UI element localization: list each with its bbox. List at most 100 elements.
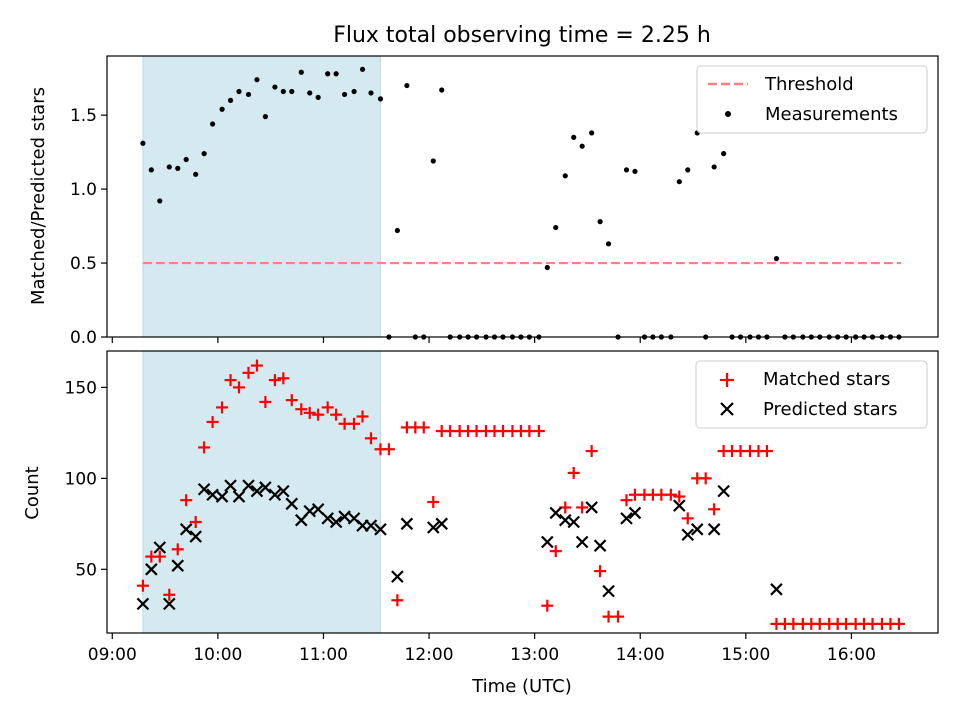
matched-star-point: [532, 425, 545, 438]
y-tick-label: 150: [65, 378, 97, 398]
x-axis-label: Time (UTC): [471, 676, 572, 697]
matched-star-point: [567, 466, 580, 479]
predicted-star-point: [435, 517, 449, 531]
matched-star-point: [585, 445, 598, 458]
predicted-star-point: [628, 506, 642, 520]
measurement-point: [404, 82, 410, 89]
measurement-point: [632, 168, 638, 174]
predicted-star-point: [549, 506, 563, 520]
matched-star-point: [180, 494, 193, 507]
measurement-point: [597, 219, 603, 225]
measurement-point: [368, 90, 374, 96]
matched-star-point: [163, 588, 176, 601]
top-x-axis-ticks: [111, 337, 853, 343]
predicted-legend-swatch: [720, 402, 734, 416]
bottom-x-axis-ticks: 09:00 10:00 11:00 12:00 13:00 14:00 15:00 16:00: [88, 633, 876, 665]
measurement-point: [254, 77, 260, 83]
predicted-star-point: [602, 584, 615, 598]
measurement-point: [280, 88, 286, 95]
matched-stars-series: [136, 359, 905, 630]
measurement-point: [236, 88, 242, 95]
measurement-point: [439, 87, 445, 93]
matched-star-point: [382, 443, 395, 456]
measurement-point: [209, 121, 216, 127]
matched-star-point: [224, 374, 237, 387]
measurement-point: [227, 97, 234, 103]
matched-star-point: [364, 432, 377, 445]
matched-star-point: [541, 599, 554, 612]
measurement-point: [676, 179, 682, 185]
matched-star-point: [620, 494, 633, 507]
chart-title: Flux total observing time = 2.25 h: [333, 23, 711, 48]
measurement-point: [262, 114, 268, 120]
matched-star-point: [285, 394, 298, 407]
matched-star-point: [171, 543, 184, 556]
measurement-point: [140, 140, 146, 146]
measurement-point: [544, 264, 550, 271]
predicted-star-point: [250, 484, 264, 498]
bottom-panel: 50 100 150 09:00 10:00 11:00 12:00 13:00 14:00 1…: [22, 350, 939, 697]
measurement-point: [394, 227, 400, 234]
measurement-point: [183, 156, 189, 163]
matched-star-point: [216, 401, 229, 414]
predicted-star-point: [717, 484, 730, 498]
predicted-star-point: [153, 541, 167, 554]
matched-star-point: [594, 565, 607, 578]
measurement-point: [201, 151, 207, 157]
predicted-star-point: [575, 535, 589, 549]
measurement-point: [341, 91, 348, 98]
predicted-star-point: [145, 563, 158, 576]
predicted-star-point: [391, 570, 404, 583]
top-y-axis-label: Matched/Predicted stars: [28, 87, 49, 305]
top-legend-frame: [696, 65, 928, 134]
matched-star-point: [612, 610, 625, 623]
predicted-star-point: [206, 488, 219, 502]
matched-star-point: [417, 421, 430, 434]
measurement-point: [351, 88, 357, 95]
measurement-point: [623, 167, 630, 173]
y-tick-label: 1.5: [70, 106, 97, 126]
predicted-star-point: [338, 510, 351, 523]
measurement-point: [553, 224, 559, 231]
predicted-star-point: [374, 523, 387, 536]
predicted-star-point: [259, 481, 272, 494]
predicted-star-point: [707, 523, 721, 536]
measurements-legend-swatch: [725, 111, 731, 117]
measurement-point: [166, 164, 172, 170]
predicted-star-point: [179, 523, 193, 536]
predicted-star-point: [268, 488, 282, 502]
predicted-star-point: [426, 521, 440, 534]
x-tick-label: 15:00: [721, 645, 770, 665]
matched-star-point: [356, 410, 369, 423]
predicted-star-point: [567, 515, 580, 529]
predicted-star-point: [690, 523, 704, 536]
matched-star-point: [136, 579, 149, 592]
measurement-point: [193, 171, 199, 177]
matched-star-point: [664, 488, 677, 501]
matched-star-point: [348, 417, 361, 430]
matched-legend-swatch: [720, 373, 734, 387]
matched-star-point: [760, 445, 773, 458]
measurement-point: [721, 151, 727, 157]
matched-star-point: [427, 496, 440, 509]
matched-star-point: [250, 359, 263, 372]
predicted-star-point: [593, 539, 607, 552]
predicted-star-point: [242, 479, 255, 492]
x-tick-label: 11:00: [299, 645, 348, 665]
predicted-star-point: [400, 517, 414, 531]
matched-star-point: [330, 408, 343, 421]
legend-entry: Threshold: [764, 74, 854, 95]
predicted-star-point: [585, 501, 598, 514]
matched-star-point: [198, 441, 211, 454]
top-panel: 0.0 0.5 1.0 1.5 Matched/Predicted stars: [28, 55, 939, 348]
predicted-star-point: [189, 530, 202, 543]
measurement-point: [773, 256, 780, 262]
x-tick-label: 13:00: [510, 645, 559, 665]
predicted-star-point: [681, 528, 695, 542]
measurement-point: [711, 164, 717, 170]
x-tick-label: 16:00: [827, 645, 876, 665]
legend-entry: Matched stars: [763, 369, 890, 390]
matched-star-point: [312, 408, 325, 421]
matched-star-point: [242, 366, 255, 379]
matched-star-point: [391, 594, 404, 607]
